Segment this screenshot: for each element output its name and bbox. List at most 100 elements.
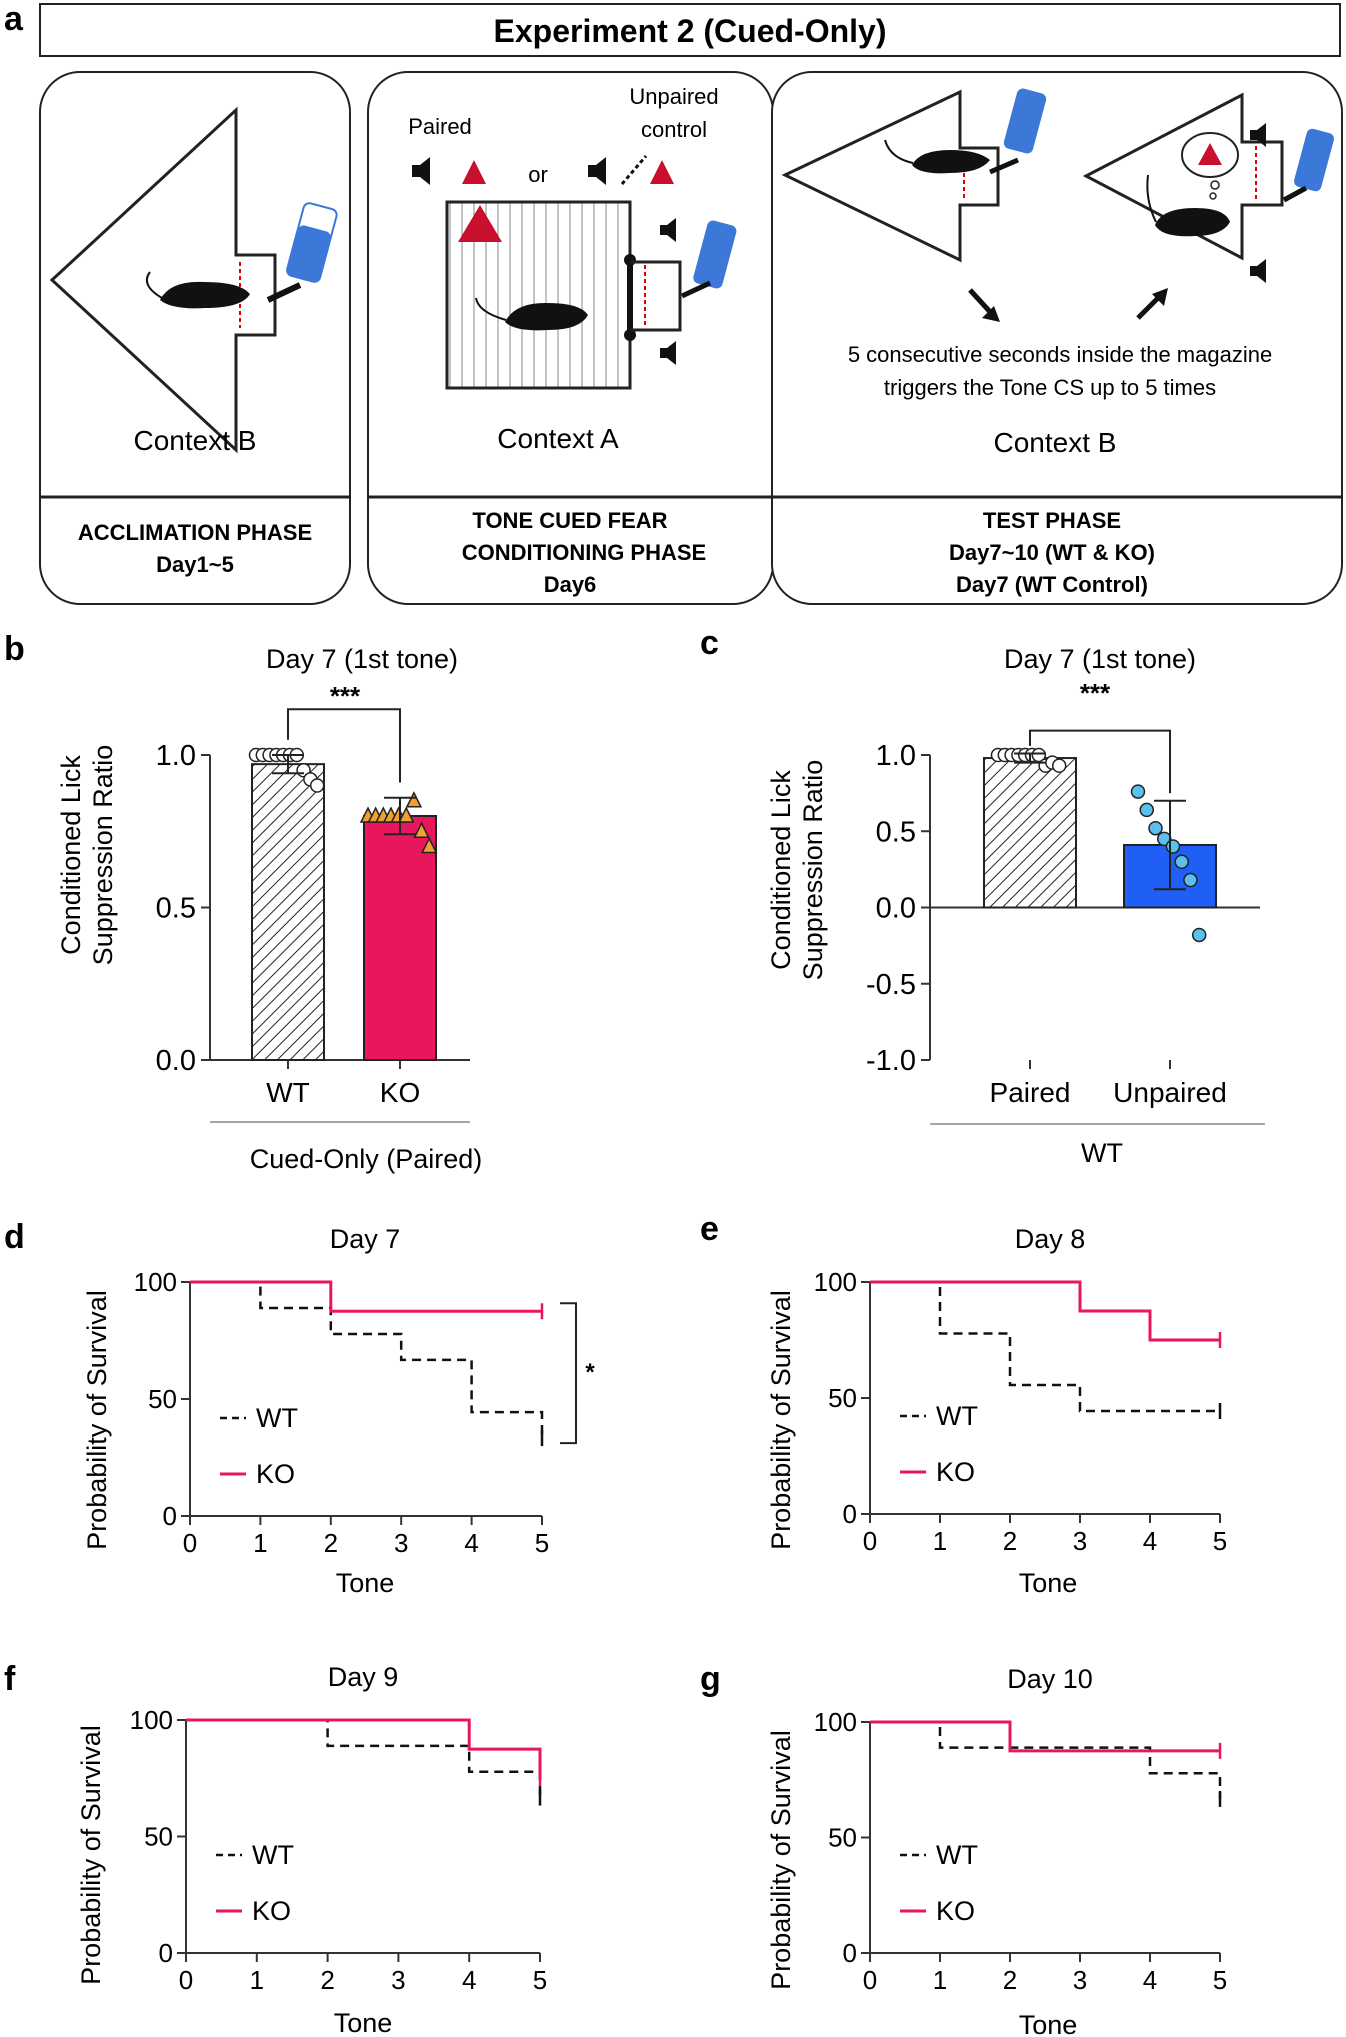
group-label: WT: [1081, 1138, 1123, 1168]
data-point: [1183, 872, 1198, 888]
phase-name: ACCLIMATION PHASE: [78, 520, 312, 545]
x-tick-label: 1: [933, 1965, 947, 1995]
mouse-icon: [146, 271, 250, 309]
x-tick-label: 5: [1213, 1965, 1227, 1995]
significance-bracket: [1029, 729, 1171, 794]
chart-title: Day 10: [1007, 1664, 1093, 1694]
significance-label: ***: [1080, 678, 1111, 708]
data-point: [413, 821, 430, 838]
y-tick-label: 0.0: [156, 1045, 196, 1077]
bar: [251, 763, 325, 1062]
experiment-title-box: [39, 3, 1341, 57]
group-label: Cued-Only (Paired): [250, 1144, 483, 1174]
test-note-2: triggers the Tone CS up to 5 times: [884, 375, 1216, 400]
wt-survival-curve: [870, 1720, 1222, 1799]
ko-survival-curve: [870, 1280, 1220, 1342]
ko-survival-curve: [186, 1718, 542, 1779]
y-tick-label: 0: [159, 1938, 173, 1968]
legend-label-wt: WT: [936, 1401, 978, 1431]
y-axis-label: Probability of Survival: [766, 1730, 796, 1990]
x-tick-label: 2: [320, 1965, 334, 1995]
speaker-icon: [412, 157, 430, 185]
y-tick-label: 0: [843, 1499, 857, 1529]
y-axis-label: Probability of Survival: [76, 1725, 106, 1985]
x-tick-label: 1: [253, 1528, 267, 1558]
x-tick-label: 4: [1143, 1965, 1157, 1995]
arrow-up-right-icon: [1136, 288, 1168, 320]
water-bottle-icon: [1003, 88, 1047, 154]
wt-survival-curve: [190, 1280, 544, 1439]
x-tick-label: 0: [179, 1965, 193, 1995]
wt-survival-curve: [870, 1280, 1220, 1413]
acclimation-box: Context B ACCLIMATION PHASE Day1~5: [39, 71, 351, 605]
y-tick-label: 0.0: [876, 893, 916, 925]
x-tick-label: 2: [1003, 1965, 1017, 1995]
data-point: [1165, 839, 1181, 854]
y-tick-label: 50: [144, 1822, 173, 1852]
x-tick-label: WT: [266, 1077, 310, 1108]
water-bottle-icon: [286, 202, 338, 283]
phase-days: Day1~5: [156, 552, 234, 577]
y-tick-label: 100: [130, 1705, 173, 1735]
x-tick-label: 4: [462, 1965, 476, 1995]
panel-b: b Day 7 (1st tone) Conditioned Lick Supp…: [4, 630, 482, 1174]
y-tick-label: 0: [163, 1501, 177, 1531]
door-hinge: [624, 329, 636, 341]
panel-d: d Day 7 Tone Probability of Survival * 0…: [4, 1218, 595, 1598]
x-axis-label: Tone: [336, 1568, 395, 1598]
legend-label-wt: WT: [256, 1403, 298, 1433]
mouse-icon: [475, 297, 588, 331]
panel-label-d: d: [4, 1218, 25, 1256]
wt-survival-curve: [186, 1718, 542, 1798]
x-tick-label: 4: [1143, 1526, 1157, 1556]
panel-g: g Day 10 Tone Probability of Survival 0 5…: [700, 1660, 1227, 2037]
y-tick-label: 100: [814, 1707, 857, 1737]
x-tick-label: 2: [1003, 1526, 1017, 1556]
data-point: [405, 791, 423, 808]
unpaired-label-1: Unpaired: [629, 84, 718, 109]
y-axis-label: Probability of Survival: [82, 1290, 112, 1550]
x-tick-label: 3: [391, 1965, 405, 1995]
y-tick-label: -1.0: [866, 1045, 916, 1077]
spout: [266, 282, 302, 303]
y-axis-label-1: Conditioned Lick: [56, 755, 86, 955]
y-axis-label-2: Suppression Ratio: [798, 760, 828, 981]
speaker-icon: [1250, 259, 1266, 283]
legend-label-ko: KO: [936, 1896, 975, 1926]
panel-label-g: g: [700, 1660, 721, 1698]
y-tick-label: 0: [843, 1938, 857, 1968]
context-b-arena: [1082, 92, 1284, 261]
y-tick-label: 0.5: [156, 893, 196, 925]
panel-label-c: c: [700, 624, 719, 662]
magazine: [630, 260, 682, 332]
unpaired-label-2: control: [641, 117, 707, 142]
y-tick-label: 100: [134, 1267, 177, 1297]
spout: [680, 280, 712, 299]
y-tick-label: 0.5: [876, 816, 916, 848]
bar: [363, 815, 437, 1061]
x-tick-label: Unpaired: [1113, 1077, 1227, 1108]
chart-title: Day 7: [330, 1224, 401, 1254]
x-axis-label: Tone: [1019, 2010, 1078, 2037]
x-tick-label: 0: [183, 1528, 197, 1558]
ko-survival-curve: [870, 1720, 1220, 1753]
x-tick-label: 5: [535, 1528, 549, 1558]
x-axis-label: Tone: [334, 2008, 393, 2037]
x-tick-label: 3: [394, 1528, 408, 1558]
phase-name-1: TONE CUED FEAR: [472, 508, 667, 533]
shock-icon: [650, 160, 674, 184]
x-tick-label: 0: [863, 1965, 877, 1995]
thought-bubble-icon: [1181, 132, 1239, 200]
speaker-icon: [1250, 123, 1266, 147]
water-bottle-icon: [693, 220, 737, 289]
speaker-icon: [660, 341, 676, 365]
y-tick-label: 100: [814, 1267, 857, 1297]
chart-title: Day 7 (1st tone): [266, 644, 458, 674]
spout: [1282, 185, 1308, 203]
shock-icon: [462, 160, 486, 184]
y-tick-label: 1.0: [156, 740, 196, 772]
x-tick-label: Paired: [990, 1077, 1071, 1108]
data-point: [420, 836, 438, 854]
data-point: [1148, 820, 1163, 836]
panel-label-b: b: [4, 630, 25, 668]
